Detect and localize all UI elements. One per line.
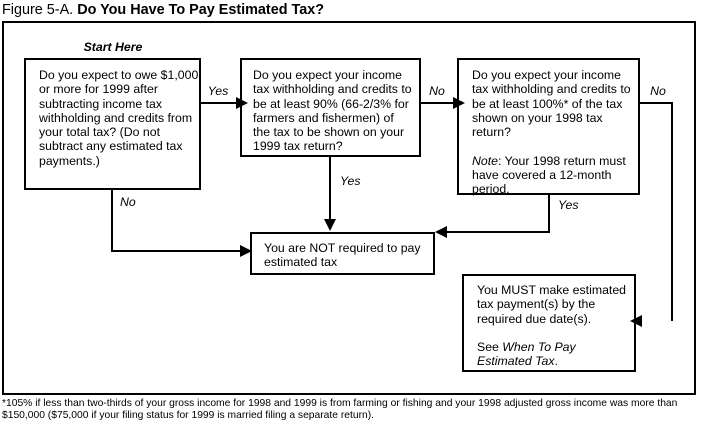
svg-text:No: No xyxy=(120,195,136,209)
svg-text:No: No xyxy=(429,84,445,98)
svg-text:Yes: Yes xyxy=(558,198,579,212)
svg-text:Yes: Yes xyxy=(208,84,229,98)
svg-text:No: No xyxy=(650,84,666,98)
svg-text:Yes: Yes xyxy=(340,174,361,188)
